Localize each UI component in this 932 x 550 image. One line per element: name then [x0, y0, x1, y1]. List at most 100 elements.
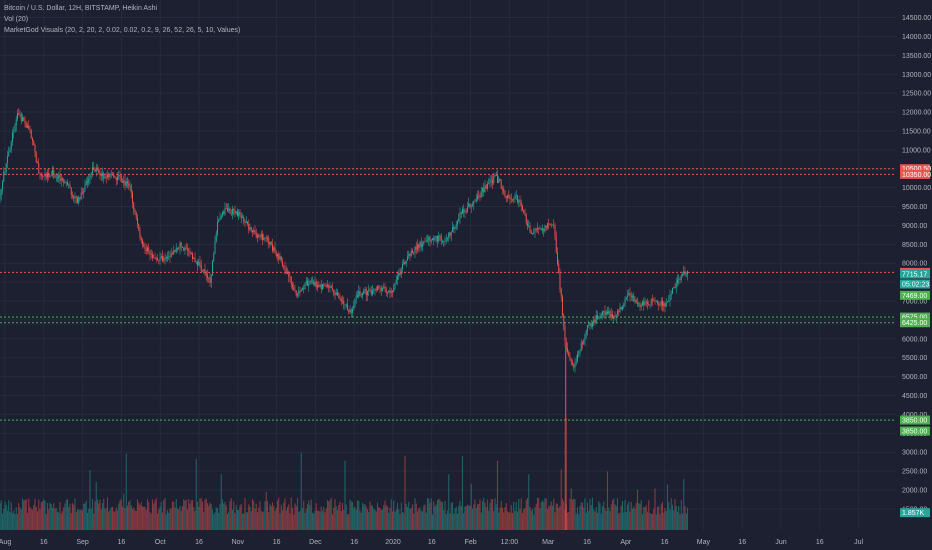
x-tick-label: Jul — [854, 539, 863, 546]
volume-bar — [335, 506, 337, 530]
y-tick-label: 10000.00 — [902, 185, 931, 192]
volume-bar — [618, 513, 620, 530]
candle-body — [131, 192, 133, 203]
volume-bar — [255, 503, 257, 530]
volume-bar — [461, 456, 464, 530]
volume-bar — [656, 507, 659, 530]
volume-bar — [58, 512, 60, 530]
symbol-legend[interactable]: Bitcoin / U.S. Dollar, 12H, BITSTAMP, He… — [4, 5, 158, 12]
candle-body — [6, 156, 8, 164]
candle-body — [158, 260, 160, 262]
candle-body — [571, 362, 573, 365]
volume-bar — [605, 510, 607, 530]
candle-body — [49, 175, 51, 177]
candle-body — [344, 304, 346, 306]
candle-body — [368, 289, 370, 292]
candle-body — [26, 125, 28, 128]
volume-bar — [46, 503, 49, 530]
candle-body — [185, 247, 187, 249]
candle-body — [51, 170, 53, 176]
candle-body — [356, 295, 358, 297]
volume-bar — [45, 513, 47, 530]
price-axis[interactable]: 14500.00 14000.00 13500.00 13000.00 12500.00… — [902, 15, 931, 513]
candle-body — [408, 254, 410, 257]
candle-body — [128, 183, 130, 186]
volume-bar — [619, 512, 621, 530]
volume-bar — [246, 512, 249, 530]
volume-bar — [145, 509, 147, 530]
candle-body — [581, 342, 583, 344]
volume-bar — [164, 498, 166, 530]
candle-body — [413, 252, 415, 254]
volume-bar — [199, 498, 201, 530]
candle-body — [21, 117, 23, 121]
volume-bar — [308, 500, 310, 530]
candle-body — [509, 196, 511, 199]
candle-body — [144, 246, 146, 249]
candle-body — [173, 250, 175, 255]
candle-body — [416, 244, 418, 250]
volume-bar — [386, 506, 389, 530]
volume-bar — [466, 504, 469, 530]
candle-body — [145, 248, 147, 252]
candle-body — [444, 241, 446, 242]
candle-body — [298, 290, 300, 294]
volume-bar — [606, 471, 609, 530]
candle-body — [440, 235, 442, 242]
volume-bar — [523, 509, 525, 530]
volume-bar — [608, 507, 610, 530]
volume-bar — [133, 507, 135, 530]
volume-bar — [649, 512, 651, 530]
candle-body — [525, 214, 527, 224]
volume-bar — [134, 510, 136, 530]
volume-bar — [434, 506, 436, 530]
price-tag-label: 7469.00 — [902, 293, 927, 300]
candle-body — [84, 185, 86, 191]
candle-body — [548, 223, 550, 225]
volume-bar — [54, 508, 56, 530]
candle-body — [164, 258, 166, 260]
volume-bar — [70, 512, 72, 530]
volume-bar — [239, 505, 241, 530]
volume-legend[interactable]: Vol (20) — [4, 16, 29, 23]
candle-body — [190, 253, 192, 255]
candle-body — [123, 180, 125, 183]
candle-body — [211, 261, 213, 276]
indicator-legend[interactable]: MarketGod Visuals (20, 2, 20, 2, 0.02, 0… — [4, 27, 241, 34]
volume-bar — [313, 513, 315, 530]
candle-body — [653, 299, 655, 301]
y-tick-label: 3000.00 — [902, 450, 927, 457]
volume-bar — [90, 508, 92, 530]
volume-bar — [483, 497, 485, 530]
volume-bar — [359, 510, 361, 530]
candle-body — [439, 235, 441, 237]
volume-bar — [96, 499, 99, 530]
candle-body — [133, 202, 135, 210]
volume-bar — [291, 507, 294, 530]
candle-body — [506, 195, 508, 199]
candle-body — [551, 224, 553, 226]
candle-body — [38, 162, 40, 174]
volume-bar — [74, 498, 76, 530]
candle-body — [466, 207, 468, 211]
candle-body — [18, 113, 20, 115]
candle-body — [655, 300, 657, 302]
candle-body — [280, 256, 282, 262]
volume-bar — [555, 503, 557, 530]
candle-body — [14, 125, 16, 133]
volume-bar — [659, 514, 661, 530]
volume-bar — [603, 501, 605, 530]
candle-body — [378, 286, 380, 288]
volume-bar — [275, 508, 277, 530]
candle-body — [619, 306, 621, 312]
volume-bar — [211, 509, 214, 530]
volume-bar — [264, 501, 266, 530]
volume-bar — [323, 506, 325, 530]
volume-bar — [421, 511, 424, 530]
x-tick-label: 16 — [428, 539, 436, 546]
volume-bar — [59, 501, 61, 530]
time-axis[interactable]: Aug 16 Sep 16 Oct 16 Nov 16 Dec 16 2020 16 Feb 12:00 M… — [0, 539, 864, 546]
candle-body — [191, 253, 193, 259]
volume-bar — [160, 501, 162, 530]
